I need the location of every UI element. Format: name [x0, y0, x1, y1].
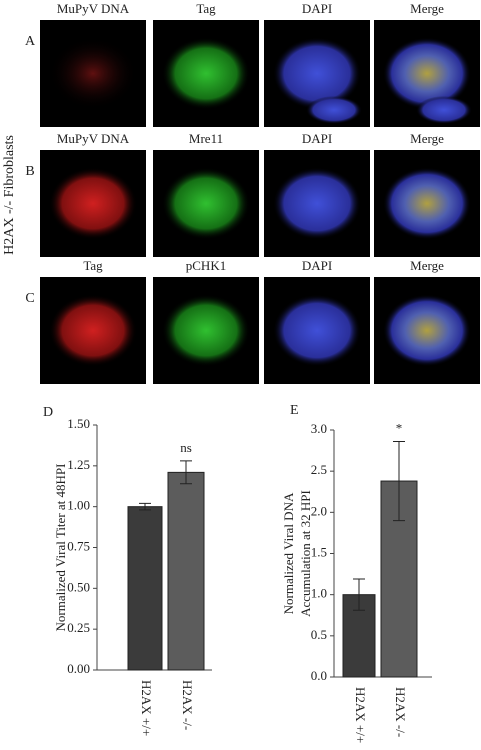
- y-tick-label: 1.50: [67, 416, 90, 431]
- x-tick-label: H2AX -/-: [393, 687, 408, 737]
- column-label: Tag: [83, 258, 103, 273]
- y-tick-label: 1.00: [67, 498, 90, 513]
- y-axis-label: Accumulation at 32 HPI: [298, 490, 313, 617]
- nucleus: [383, 37, 471, 110]
- panel-letter: C: [25, 291, 34, 306]
- y-axis-label: Normalized Viral DNA: [281, 492, 296, 614]
- error-bar: [353, 578, 365, 611]
- nucleus: [416, 96, 472, 124]
- column-label: MuPyV DNA: [57, 1, 130, 16]
- error-bar: [139, 502, 151, 511]
- y-tick-label: 0.50: [67, 579, 90, 594]
- nucleus: [49, 167, 137, 240]
- y-tick-label: 2.0: [311, 503, 327, 518]
- nucleus: [383, 294, 471, 367]
- column-label: Merge: [410, 258, 444, 273]
- y-tick-label: 0.0: [311, 668, 327, 683]
- y-tick-label: 0.5: [311, 627, 327, 642]
- nucleus: [162, 37, 250, 110]
- panel-letter: A: [25, 34, 36, 49]
- nucleus: [49, 37, 137, 110]
- bar: [167, 471, 205, 671]
- error-bar: [180, 460, 192, 485]
- column-label: Merge: [410, 131, 444, 146]
- nucleus: [273, 167, 361, 240]
- x-tick-label: H2AX +/+: [353, 687, 368, 743]
- y-tick-label: 1.5: [311, 544, 327, 559]
- side-label: H2AX -/- Fibroblasts: [2, 135, 17, 255]
- y-tick-label: 0.75: [67, 538, 90, 553]
- column-label: pCHK1: [186, 258, 226, 273]
- column-label: DAPI: [302, 131, 332, 146]
- bar: [127, 506, 163, 671]
- significance: *: [396, 421, 403, 436]
- column-label: Merge: [410, 1, 444, 16]
- panel-letter: B: [25, 164, 34, 179]
- y-tick-label: 0.25: [67, 620, 90, 635]
- nucleus: [306, 96, 362, 124]
- nucleus: [162, 294, 250, 367]
- error-bar: [393, 441, 405, 522]
- x-tick-label: H2AX +/+: [139, 680, 154, 736]
- significance: ns: [180, 440, 192, 455]
- nucleus: [49, 294, 137, 367]
- y-tick-label: 3.0: [311, 421, 327, 436]
- nucleus: [162, 167, 250, 240]
- column-label: MuPyV DNA: [57, 131, 130, 146]
- y-tick-label: 1.25: [67, 457, 90, 472]
- y-tick-label: 2.5: [311, 462, 327, 477]
- panel-letter: E: [290, 403, 299, 418]
- y-tick-label: 0.00: [67, 661, 90, 676]
- panel-letter: D: [43, 405, 53, 420]
- x-tick-label: H2AX -/-: [180, 680, 195, 730]
- nucleus: [273, 37, 361, 110]
- column-label: Tag: [196, 1, 216, 16]
- nucleus: [383, 167, 471, 240]
- column-label: DAPI: [302, 1, 332, 16]
- y-axis-label: Normalized Viral Titer at 48HPI: [53, 464, 68, 632]
- column-label: DAPI: [302, 258, 332, 273]
- column-label: Mre11: [189, 131, 223, 146]
- nucleus: [273, 294, 361, 367]
- y-tick-label: 1.0: [311, 586, 327, 601]
